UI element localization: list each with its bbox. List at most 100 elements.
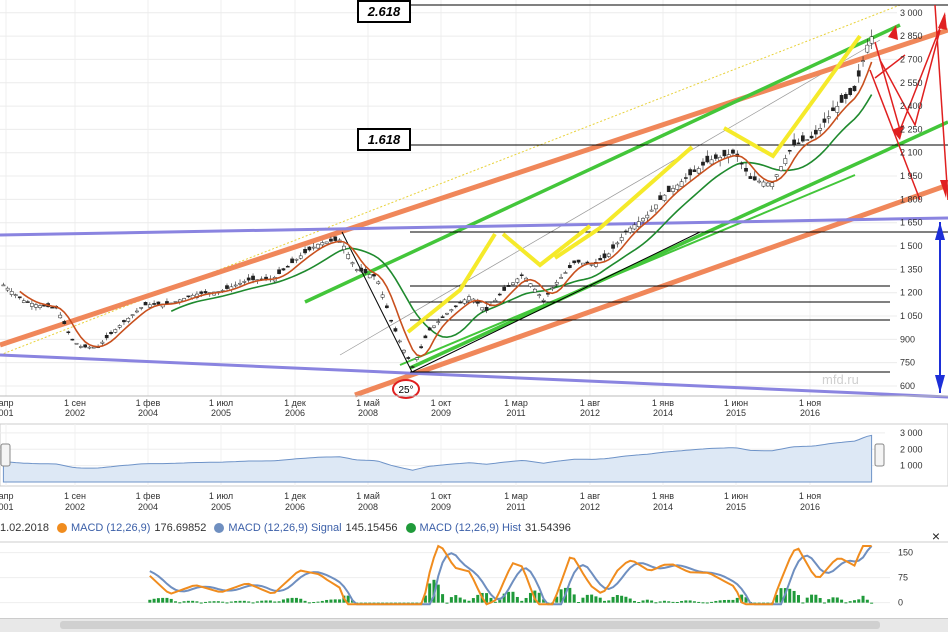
macd-hist-bar [594, 596, 598, 603]
macd-hist-bar [320, 600, 324, 603]
candle-body [186, 295, 191, 298]
x-tick-year: 2005 [211, 408, 231, 418]
moving-average-fast [19, 61, 873, 358]
candle-body [135, 310, 139, 313]
candle-body [752, 176, 757, 181]
candle-body [87, 346, 92, 349]
macd-hist-bar [537, 592, 541, 603]
nav-x-tick: 1 авг [580, 491, 601, 501]
macd-hist-bar [788, 588, 792, 603]
macd-hist-bar [389, 602, 393, 604]
candle-body [757, 180, 761, 183]
x-tick-year: 2009 [431, 408, 451, 418]
macd-hist-bar [325, 599, 329, 603]
macd-hist-bar [766, 602, 770, 604]
y-tick-label: 750 [900, 358, 915, 368]
candle-body [354, 269, 359, 271]
macd-hist-bar [260, 600, 264, 603]
nav-x-year: 001 [0, 502, 14, 512]
candle-body [225, 285, 229, 289]
macd-hist-bar [178, 602, 182, 604]
x-tick-label: 1 сен [64, 398, 86, 408]
x-tick-year: 2016 [800, 408, 820, 418]
candle-body [774, 174, 779, 177]
candle-body [385, 305, 389, 309]
nav-x-year: 2014 [653, 502, 673, 512]
macd-hist-bar [731, 599, 735, 603]
candle-body [113, 329, 118, 333]
horizontal-scrollbar[interactable] [0, 618, 948, 632]
candle-body [606, 253, 611, 257]
x-tick-year: 2014 [653, 408, 673, 418]
macd-hist-bar [814, 594, 818, 603]
candle-body [766, 182, 770, 187]
candle-body [684, 177, 688, 179]
candle-body [109, 331, 113, 334]
candle-body [74, 342, 79, 345]
candle-body [658, 195, 663, 200]
macd-hist-bar [870, 602, 874, 604]
macd-hist-bar [857, 599, 861, 603]
orange-channel-upper [0, 27, 948, 348]
macd-hist-bar [229, 601, 233, 603]
candle-body [619, 237, 624, 241]
candle-body [436, 321, 441, 323]
candle-body [515, 278, 520, 283]
candle-body [414, 357, 419, 360]
candle-body [550, 287, 555, 290]
candle-body [671, 188, 675, 192]
navigator-left-handle[interactable] [0, 443, 11, 467]
macd-hist-bar [436, 584, 440, 603]
macd-hist-bar [467, 600, 471, 603]
candle-body [822, 118, 827, 123]
legend-macd[interactable]: MACD (12,26,9) 176.69852 [56, 522, 206, 534]
horizontal-levels [410, 4, 948, 373]
y-tick-label: 2 250 [900, 124, 923, 134]
candle-body [563, 272, 568, 274]
legend-hist-value: 31.54396 [525, 522, 571, 534]
legend-hist[interactable]: MACD (12,26,9) Hist 31.54396 [405, 522, 571, 534]
candle-body [17, 296, 22, 299]
watermark: mfd.ru [822, 372, 859, 387]
candle-body [818, 128, 822, 131]
macd-hist-bar [628, 598, 632, 603]
macd-hist-bar [611, 596, 615, 603]
candle-body [350, 262, 355, 265]
close-indicator-icon[interactable]: × [931, 528, 940, 544]
candle-body [761, 181, 766, 187]
candle-body [9, 291, 14, 295]
nav-x-tick: 1 сен [64, 491, 86, 501]
candle-body [497, 293, 502, 296]
macd-hist-bar [805, 597, 809, 603]
macd-hist-bar [286, 598, 290, 603]
macd-hist-bar [411, 602, 415, 604]
macd-hist-bar [234, 601, 238, 603]
candle-body [559, 277, 563, 279]
candle-body [363, 268, 368, 274]
macd-hist-bar [511, 591, 515, 603]
macd-hist-bar [555, 596, 559, 603]
scrollbar-thumb[interactable] [60, 621, 880, 629]
macd-hist-bar [225, 602, 229, 604]
candle-body [502, 286, 507, 291]
navigator-right-handle[interactable] [874, 443, 885, 467]
macd-hist-bar [255, 601, 259, 603]
macd-hist-bar [242, 600, 246, 603]
candle-body [324, 241, 329, 244]
candle-body [493, 299, 498, 302]
macd-hist-bar [502, 593, 506, 603]
hist-color-dot-icon [405, 523, 416, 533]
candle-body [298, 255, 303, 259]
macd-hist-bar [406, 602, 410, 604]
candle-body [662, 194, 667, 201]
macd-signal-line [149, 545, 873, 606]
macd-hist-bar [662, 600, 666, 603]
candle-body [333, 236, 338, 241]
y-tick-label: 900 [900, 334, 915, 344]
y-tick-label: 1 050 [900, 311, 923, 321]
legend-signal[interactable]: MACD (12,26,9) Signal 145.15456 [214, 522, 398, 534]
nav-x-year: 2011 [506, 502, 525, 512]
candle-body [519, 274, 524, 276]
macd-hist-bar [645, 599, 649, 603]
